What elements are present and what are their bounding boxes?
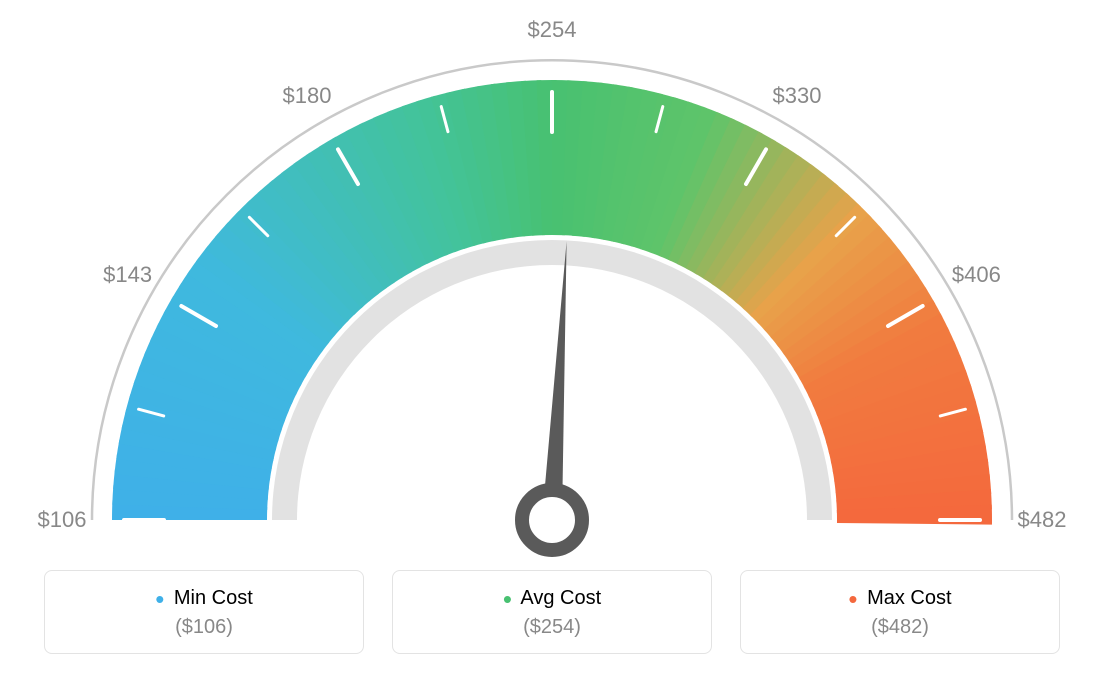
needle-hub: [522, 490, 582, 550]
tick-label: $143: [103, 262, 152, 288]
legend-label: Min Cost: [174, 587, 253, 609]
tick-label: $482: [1018, 507, 1067, 533]
tick-label: $330: [773, 83, 822, 109]
legend-title-avg: • Avg Cost: [393, 587, 711, 610]
legend-label: Avg Cost: [520, 587, 601, 609]
tick-label: $180: [283, 83, 332, 109]
legend-label: Max Cost: [867, 587, 951, 609]
gauge-container: $106 $143 $180 $254 $330 $406 $482: [0, 0, 1104, 570]
legend-title-min: • Min Cost: [45, 587, 363, 610]
legend-card-min: • Min Cost ($106): [44, 570, 364, 654]
dot-icon: •: [503, 584, 512, 614]
legend-row: • Min Cost ($106) • Avg Cost ($254) • Ma…: [0, 570, 1104, 654]
legend-value-min: ($106): [45, 616, 363, 639]
legend-card-avg: • Avg Cost ($254): [392, 570, 712, 654]
legend-value-avg: ($254): [393, 616, 711, 639]
needle: [542, 241, 567, 520]
gauge-svg: [0, 0, 1104, 570]
dot-icon: •: [155, 584, 164, 614]
dot-icon: •: [848, 584, 857, 614]
legend-value-max: ($482): [741, 616, 1059, 639]
tick-label: $406: [952, 262, 1001, 288]
legend-card-max: • Max Cost ($482): [740, 570, 1060, 654]
legend-title-max: • Max Cost: [741, 587, 1059, 610]
tick-label: $106: [38, 507, 87, 533]
tick-label: $254: [528, 17, 577, 43]
